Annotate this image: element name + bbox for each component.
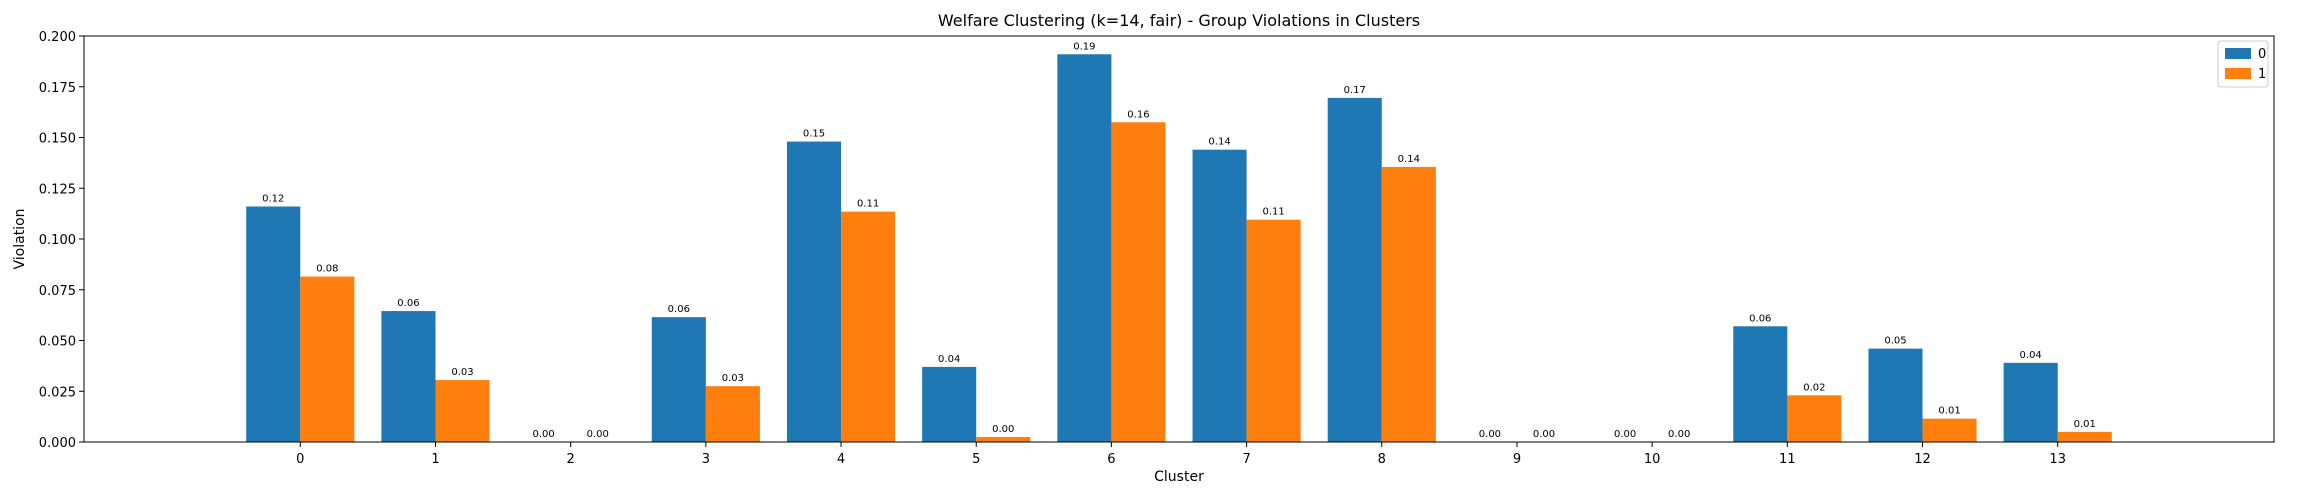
bar-series-0-cluster-1 (381, 311, 436, 442)
y-tick-label: 0.175 (39, 81, 76, 96)
bar-label-series-0-cluster-5: 0.04 (938, 354, 960, 365)
bar-series-1-cluster-6 (1111, 122, 1166, 443)
y-tick-label: 0.050 (39, 335, 76, 350)
x-tick-label: 7 (1242, 452, 1250, 467)
legend-swatch-0 (2225, 48, 2251, 59)
bar-label-series-1-cluster-4: 0.11 (857, 199, 879, 210)
bar-series-0-cluster-6 (1057, 54, 1112, 443)
y-tick-label: 0.100 (39, 233, 76, 248)
bar-series-1-cluster-5 (976, 436, 1031, 442)
bar-series-1-cluster-11 (1787, 395, 1842, 442)
bar-label-series-1-cluster-7: 0.11 (1262, 207, 1284, 218)
bar-label-series-0-cluster-10: 0.00 (1614, 429, 1636, 440)
bar-label-series-1-cluster-6: 0.16 (1127, 109, 1149, 120)
bar-series-0-cluster-13 (2003, 362, 2058, 442)
bar-label-series-1-cluster-10: 0.00 (1668, 429, 1690, 440)
bar-label-series-1-cluster-9: 0.00 (1533, 429, 1555, 440)
y-tick-label: 0.150 (39, 132, 76, 147)
plot-frame (83, 35, 2275, 443)
bar-label-series-0-cluster-9: 0.00 (1479, 429, 1501, 440)
bar-series-0-cluster-12 (1868, 348, 1923, 442)
bar-label-series-0-cluster-6: 0.19 (1073, 41, 1095, 52)
bar-label-series-0-cluster-0: 0.12 (262, 194, 284, 205)
bar-label-series-1-cluster-5: 0.00 (992, 424, 1014, 435)
legend-label-1: 1 (2258, 67, 2266, 82)
bars-group (246, 54, 2112, 443)
x-tick-label: 1 (431, 452, 439, 467)
bar-series-1-cluster-0 (300, 276, 355, 442)
bar-label-series-1-cluster-3: 0.03 (722, 373, 744, 384)
legend: 01 (2217, 40, 2269, 88)
bar-label-series-0-cluster-4: 0.15 (803, 129, 825, 140)
bar-series-1-cluster-13 (2057, 431, 2112, 442)
x-tick-label: 2 (567, 452, 575, 467)
bar-series-1-cluster-12 (1922, 418, 1977, 442)
legend-label-0: 0 (2258, 47, 2266, 62)
bar-series-0-cluster-3 (651, 317, 706, 442)
bar-series-0-cluster-0 (246, 206, 301, 442)
bar-series-0-cluster-4 (786, 141, 842, 442)
bar-series-0-cluster-8 (1327, 97, 1382, 442)
bar-label-series-0-cluster-8: 0.17 (1344, 85, 1366, 96)
chart-title: Welfare Clustering (k=14, fair) - Group … (938, 11, 1420, 30)
bar-series-1-cluster-3 (705, 386, 760, 442)
y-tick-label: 0.075 (39, 284, 76, 299)
x-tick-label: 3 (702, 452, 710, 467)
bar-series-1-cluster-4 (841, 211, 896, 442)
bar-label-series-0-cluster-7: 0.14 (1208, 137, 1230, 148)
bar-label-series-0-cluster-11: 0.06 (1749, 313, 1771, 324)
x-tick-label: 11 (1779, 452, 1796, 467)
bar-label-series-0-cluster-1: 0.06 (397, 298, 419, 309)
x-tick-label: 8 (1378, 452, 1386, 467)
bar-series-1-cluster-7 (1246, 219, 1301, 442)
bar-label-series-0-cluster-13: 0.04 (2020, 350, 2042, 361)
x-axis: 0 1 2 3 4 5 6 7 8 9 10 11 12 13 (296, 442, 2066, 467)
bar-label-series-1-cluster-13: 0.01 (2074, 419, 2096, 430)
bar-label-series-0-cluster-3: 0.06 (668, 304, 690, 315)
bar-label-series-1-cluster-8: 0.14 (1398, 154, 1420, 165)
legend-swatch-1 (2225, 68, 2251, 79)
bar-series-0-cluster-7 (1192, 149, 1247, 442)
y-tick-label: 0.125 (39, 182, 76, 197)
bar-labels-group: 0.12 0.06 0.00 0.06 0.15 0.04 0.19 0.14 0.17 0.00… (262, 41, 2096, 440)
y-tick-label: 0.000 (39, 436, 76, 451)
x-tick-label: 6 (1107, 452, 1115, 467)
x-tick-label: 9 (1513, 452, 1521, 467)
bar-series-1-cluster-1 (435, 380, 490, 442)
x-axis-label: Cluster (1154, 469, 1204, 485)
y-axis: 0.000 0.025 0.050 0.075 0.100 0.125 0.150 0.175… (39, 30, 84, 451)
bar-label-series-1-cluster-11: 0.02 (1803, 382, 1825, 393)
bar-label-series-1-cluster-1: 0.03 (451, 367, 473, 378)
x-tick-label: 5 (972, 452, 980, 467)
bar-label-series-1-cluster-12: 0.01 (1938, 406, 1960, 417)
x-tick-label: 13 (2049, 452, 2066, 467)
bar-series-0-cluster-11 (1733, 326, 1788, 442)
bar-series-1-cluster-8 (1381, 166, 1436, 442)
bar-label-series-1-cluster-2: 0.00 (587, 429, 609, 440)
bar-label-series-0-cluster-12: 0.05 (1884, 336, 1906, 347)
y-tick-label: 0.025 (39, 385, 76, 400)
y-axis-label: Violation (12, 208, 28, 269)
x-tick-label: 4 (837, 452, 845, 467)
x-tick-label: 10 (1644, 452, 1661, 467)
x-tick-label: 0 (296, 452, 304, 467)
bar-series-0-cluster-5 (922, 366, 977, 442)
bar-label-series-1-cluster-0: 0.08 (316, 264, 338, 275)
x-tick-label: 12 (1914, 452, 1931, 467)
bar-label-series-0-cluster-2: 0.00 (532, 429, 554, 440)
y-tick-label: 0.200 (39, 30, 76, 45)
